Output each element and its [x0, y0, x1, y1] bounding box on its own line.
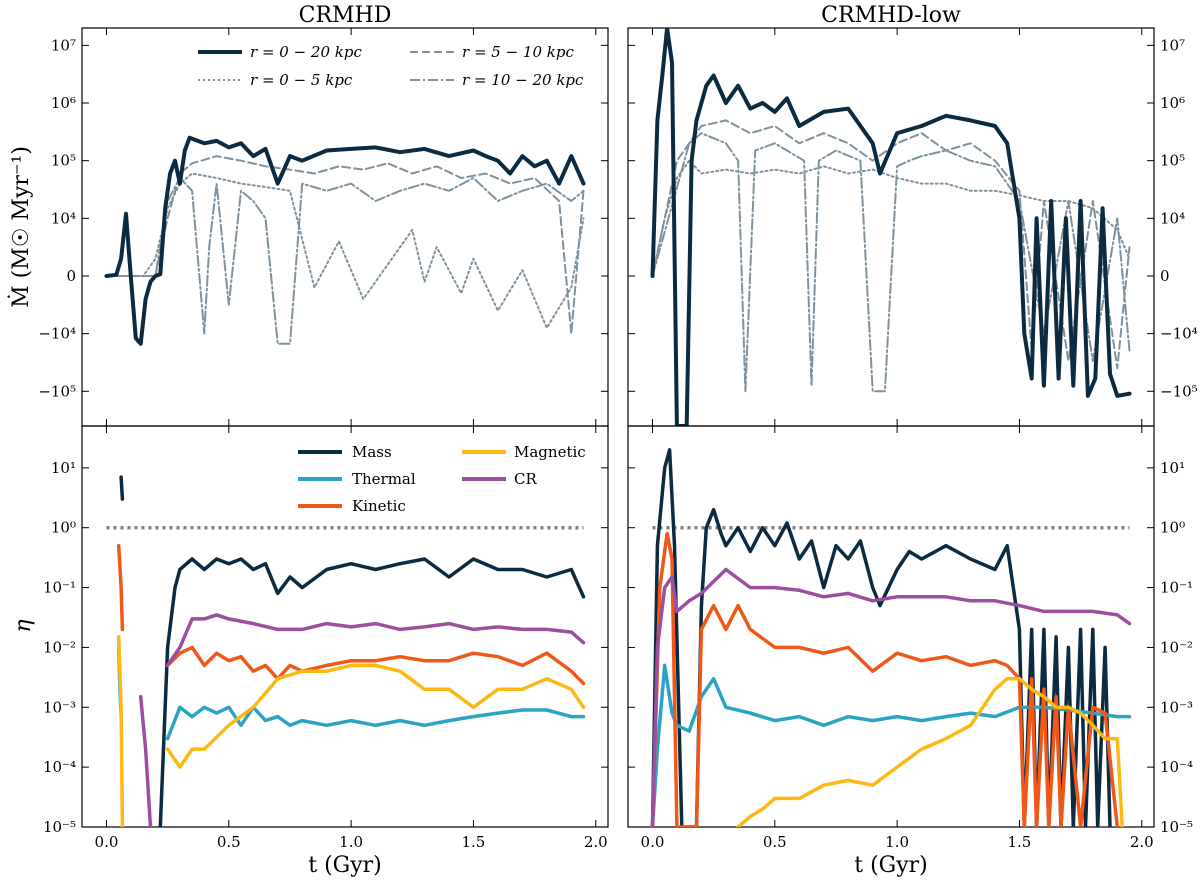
x-tick-label: 1.5 [462, 833, 486, 851]
legend-label-cr: CR [514, 470, 537, 488]
series-line-r-0-5-kpc [105, 172, 585, 329]
series-line-r-5-10-kpc [105, 155, 585, 335]
y-tick-label: 10¹ [51, 459, 76, 477]
y-axis-label-mdot: Ṁ (M☉ Myr⁻¹) [7, 146, 34, 308]
panel-mdot-crmhd: −10⁵ −10⁴ 0 10⁴ 10⁵ 10⁶ 10⁷ [38, 27, 609, 427]
y-tick-label: 0 [66, 267, 76, 285]
series-group [116, 475, 586, 827]
series-line-kinetic [650, 531, 1120, 827]
legend-label-r0-20: r = 0 − 20 kpc [250, 43, 362, 61]
y-tick-label: −10⁵ [38, 382, 76, 400]
plot-frame [81, 425, 609, 828]
x-tick-label: 2.0 [1130, 833, 1154, 851]
x-tick-label: 1.0 [339, 833, 363, 851]
y-tick-label: 10⁻¹ [43, 579, 76, 597]
panel-title-crmhd-low: CRMHD-low [821, 3, 961, 28]
y-tick-label: −10⁴ [38, 325, 76, 343]
series-line-magnetic [736, 676, 1124, 827]
legend-label-r0-5: r = 0 − 5 kpc [250, 71, 353, 89]
y-tick-label: 10⁷ [51, 36, 76, 54]
x-tick-label: 1.5 [1008, 833, 1032, 851]
legend-label-kinetic: Kinetic [352, 497, 406, 515]
y-tick-label: 10⁻⁵ [43, 818, 76, 836]
y-axis-label-eta: η [11, 619, 36, 632]
y-tick-label: 10⁷ [1160, 36, 1185, 54]
y-tick-label: 10⁻⁴ [43, 758, 76, 776]
series-line-mass [650, 448, 1112, 827]
series-line-cr [650, 567, 1132, 827]
panel-mdot-crmhd-low: −10⁵ −10⁴ 0 10⁴ 10⁵ 10⁶ 10⁷ [627, 27, 1198, 427]
series-line-r-0-5-kpc [651, 159, 1131, 277]
x-axis-label-right: t (Gyr) [854, 853, 928, 878]
y-tick-label: −10⁵ [1160, 382, 1198, 400]
legend-label-r10-20: r = 10 − 20 kpc [462, 71, 584, 89]
y-tick-label: 10⁰ [51, 519, 76, 537]
y-tick-label: 10⁻¹ [1160, 579, 1193, 597]
x-tick-label: 2.0 [584, 833, 608, 851]
y-tick-label: −10⁴ [1160, 325, 1198, 343]
series-line-kinetic [116, 543, 586, 686]
plot-frame [627, 425, 1155, 828]
y-tick-label: 10⁴ [1160, 209, 1185, 227]
series-line-r-0-20-kpc [650, 28, 1132, 426]
y-tick-label: 10⁻³ [43, 698, 76, 716]
y-tick-label: 10⁵ [51, 152, 76, 170]
series-line-thermal [650, 663, 1132, 827]
panel-eta-crmhd: 0.0 0.5 1.0 1.5 2.0 10⁻⁵ 10⁻⁴ 10⁻³ 10⁻² 10⁻¹ 10⁰ 10… [43, 425, 609, 851]
x-tick-label: 0.5 [763, 833, 787, 851]
panel-title-crmhd: CRMHD [299, 3, 392, 28]
legend-eta: Mass Thermal Kinetic Magnetic CR [298, 443, 586, 515]
y-tick-label: 10⁶ [51, 94, 76, 112]
legend-label-thermal: Thermal [352, 470, 416, 488]
series-line-magnetic [116, 635, 586, 827]
series-line-cr [138, 613, 586, 827]
y-tick-label: 10⁻⁴ [1160, 758, 1193, 776]
legend-label-magnetic: Magnetic [514, 443, 586, 461]
y-tick-label: 10⁻² [1160, 638, 1193, 656]
series-line-r-0-20-kpc [104, 135, 586, 346]
x-tick-label: 0.0 [95, 833, 119, 851]
y-tick-label: 10¹ [1160, 459, 1185, 477]
legend-mdot: r = 0 − 20 kpc r = 0 − 5 kpc r = 5 − 10 … [198, 43, 584, 89]
series-line-r-10-20-kpc [105, 177, 585, 345]
legend-label-r5-10: r = 5 − 10 kpc [462, 43, 574, 61]
series-group [104, 135, 586, 346]
series-group [650, 28, 1132, 426]
y-tick-label: 10⁰ [1160, 519, 1185, 537]
x-axis-label-left: t (Gyr) [308, 853, 382, 878]
x-tick-label: 0.0 [641, 833, 665, 851]
y-tick-label: 10⁵ [1160, 152, 1185, 170]
x-tick-label: 0.5 [217, 833, 241, 851]
series-line-mass [119, 475, 586, 827]
legend-label-mass: Mass [352, 443, 392, 461]
panel-eta-crmhd-low: 0.0 0.5 1.0 1.5 2.0 10⁻⁵ 10⁻⁴ 10⁻³ 10⁻² 10⁻¹ 10⁰ 10… [627, 425, 1193, 851]
y-tick-label: 10⁻³ [1160, 698, 1193, 716]
y-tick-label: 10⁴ [51, 209, 76, 227]
y-tick-label: 10⁶ [1160, 94, 1185, 112]
y-tick-label: 10⁻⁵ [1160, 818, 1193, 836]
y-tick-label: 10⁻² [43, 638, 76, 656]
series-group [650, 448, 1132, 827]
y-tick-label: 0 [1160, 267, 1170, 285]
x-tick-label: 1.0 [885, 833, 909, 851]
